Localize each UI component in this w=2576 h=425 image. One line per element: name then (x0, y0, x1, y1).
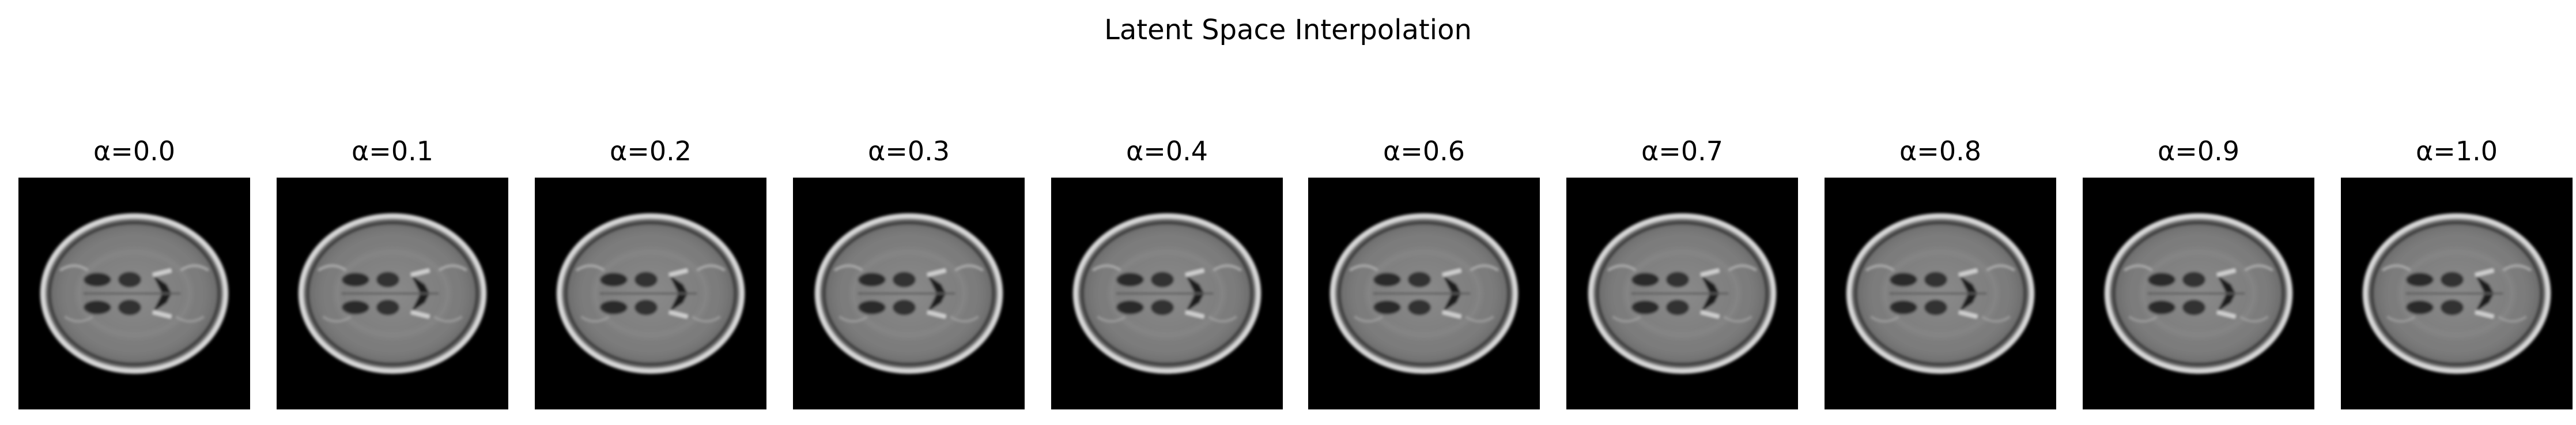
brain-mri-image (793, 178, 1025, 409)
interpolation-panel: α=0.2 (535, 134, 766, 411)
interpolation-panel: α=0.9 (2083, 134, 2314, 411)
brain-mri-image (1308, 178, 1540, 409)
brain-mri-image (2341, 178, 2573, 409)
panel-title: α=0.2 (609, 136, 692, 167)
interpolation-panel: α=0.1 (277, 134, 508, 411)
panel-title: α=1.0 (2415, 136, 2498, 167)
brain-mri-image (1566, 178, 1798, 409)
panel-title: α=0.3 (867, 136, 950, 167)
interpolation-panel: α=0.4 (1051, 134, 1283, 411)
brain-mri-image (1051, 178, 1283, 409)
interpolation-panel: α=0.7 (1566, 134, 1798, 411)
panel-title: α=0.4 (1125, 136, 1208, 167)
interpolation-panel: α=0.0 (18, 134, 250, 411)
brain-mri-image (2083, 178, 2314, 409)
brain-mri-image (18, 178, 250, 409)
interpolation-panel: α=0.6 (1308, 134, 1540, 411)
interpolation-panel: α=0.3 (793, 134, 1025, 411)
figure-title: Latent Space Interpolation (1104, 14, 1472, 46)
panel-title: α=0.1 (351, 136, 434, 167)
panel-title: α=0.7 (1641, 136, 1724, 167)
panel-title: α=0.0 (93, 136, 176, 167)
brain-mri-image (535, 178, 766, 409)
interpolation-panel: α=1.0 (2341, 134, 2573, 411)
panel-title: α=0.8 (1899, 136, 1982, 167)
brain-mri-image (1825, 178, 2056, 409)
panel-title: α=0.6 (1383, 136, 1465, 167)
brain-mri-image (277, 178, 508, 409)
interpolation-panel: α=0.8 (1825, 134, 2056, 411)
panel-title: α=0.9 (2157, 136, 2240, 167)
